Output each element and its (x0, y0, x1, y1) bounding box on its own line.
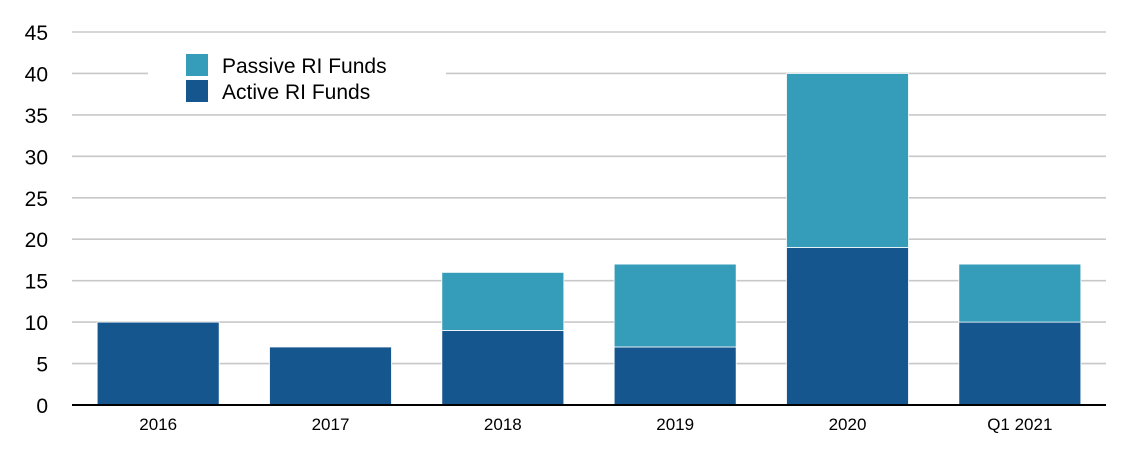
bar-active-2017 (269, 346, 392, 406)
x-tick-label-2020: 2020 (829, 415, 867, 434)
x-tick-label-q1-2021: Q1 2021 (987, 415, 1052, 434)
bar-active-2016 (96, 321, 220, 406)
y-tick-label-0: 0 (36, 395, 48, 418)
y-tick-label-45: 45 (25, 22, 48, 45)
y-tick-label-15: 15 (25, 271, 48, 294)
legend-label-passive: Passive RI Funds (222, 55, 387, 78)
x-tick-label-2017: 2017 (312, 415, 350, 434)
y-tick-label-20: 20 (25, 229, 48, 252)
x-tick-label-2019: 2019 (656, 415, 694, 434)
legend: Passive RI Funds Active RI Funds (148, 48, 446, 110)
y-axis-ticks: 0 5 10 15 20 25 30 35 40 45 (25, 22, 48, 418)
legend-label-active: Active RI Funds (222, 81, 370, 104)
bar-passive-2018 (441, 271, 565, 331)
y-tick-label-30: 30 (25, 146, 48, 169)
y-tick-label-10: 10 (25, 312, 48, 335)
y-tick-label-25: 25 (25, 188, 48, 211)
legend-swatch-passive (186, 54, 208, 76)
bars (96, 73, 1082, 406)
y-tick-label-40: 40 (25, 63, 48, 86)
x-axis-ticks: 2016 2017 2018 2019 2020 Q1 2021 (139, 415, 1052, 434)
legend-swatch-active (186, 80, 208, 102)
bar-active-q1-2021 (958, 321, 1082, 406)
bar-active-2019 (613, 346, 737, 406)
bar-active-2018 (441, 329, 565, 406)
x-tick-label-2018: 2018 (484, 415, 522, 434)
bar-active-2020 (786, 247, 909, 406)
bar-passive-2020 (786, 73, 909, 248)
bar-passive-2019 (613, 263, 737, 348)
x-tick-label-2016: 2016 (139, 415, 177, 434)
y-tick-label-35: 35 (25, 105, 48, 128)
y-tick-label-5: 5 (36, 354, 48, 377)
gridlines (72, 31, 1106, 365)
bar-passive-q1-2021 (958, 263, 1082, 323)
